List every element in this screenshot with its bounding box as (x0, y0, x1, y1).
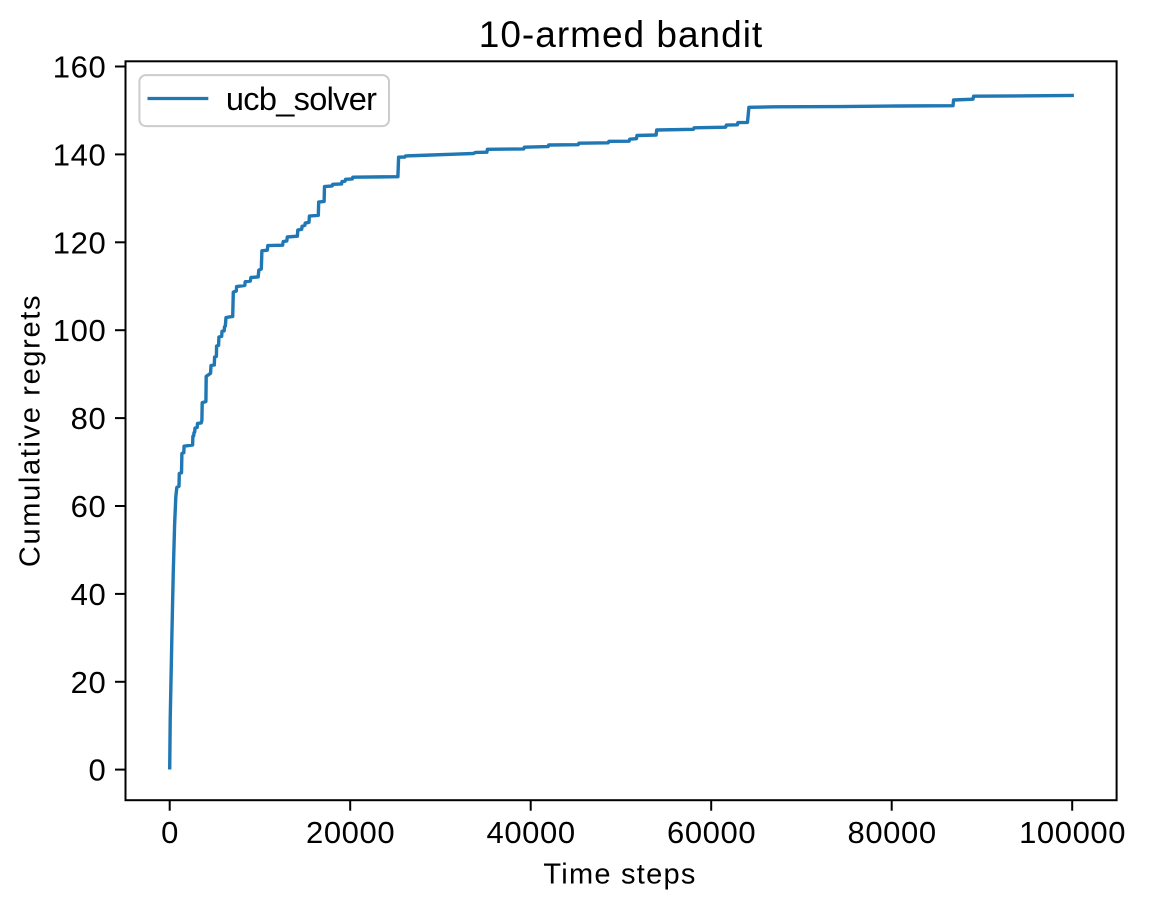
svg-text:40000: 40000 (486, 815, 575, 850)
svg-text:ucb_solver: ucb_solver (226, 81, 377, 117)
svg-text:80000: 80000 (847, 815, 936, 850)
svg-text:0: 0 (161, 815, 179, 850)
svg-text:80: 80 (71, 401, 107, 436)
svg-text:120: 120 (53, 225, 107, 260)
svg-text:20000: 20000 (306, 815, 395, 850)
svg-text:10-armed bandit: 10-armed bandit (479, 14, 763, 55)
svg-text:20: 20 (71, 665, 107, 700)
svg-text:0: 0 (88, 753, 106, 788)
svg-text:60000: 60000 (667, 815, 756, 850)
svg-text:100000: 100000 (1019, 815, 1126, 850)
svg-text:60: 60 (71, 489, 107, 524)
svg-text:Cumulative regrets: Cumulative regrets (14, 294, 46, 567)
svg-text:40: 40 (71, 577, 107, 612)
svg-text:Time steps: Time steps (543, 859, 696, 891)
svg-text:100: 100 (53, 313, 107, 348)
svg-text:140: 140 (53, 137, 107, 172)
svg-text:160: 160 (53, 50, 107, 85)
